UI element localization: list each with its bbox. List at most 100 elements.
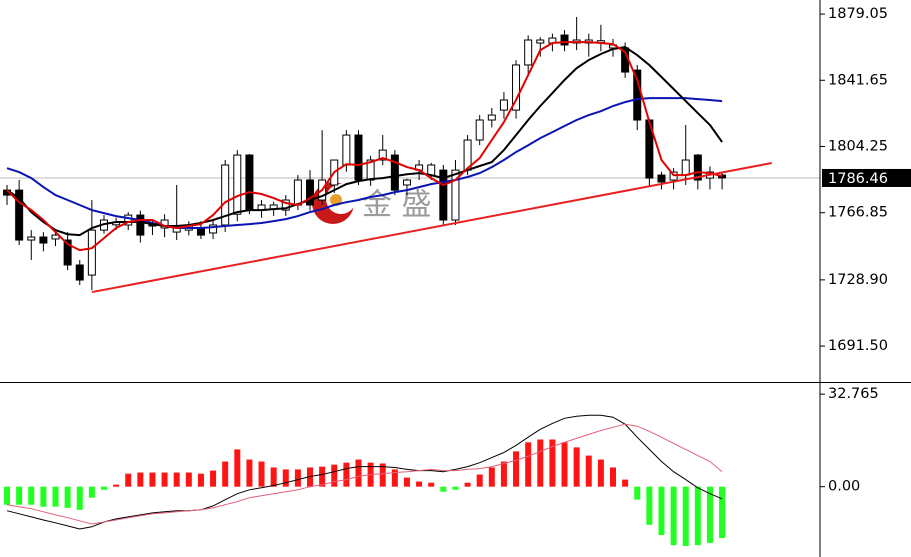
histogram-bar	[161, 472, 168, 487]
y-tick-label: 1879.05	[828, 6, 888, 22]
indicator-line	[6, 423, 723, 525]
candle-body	[39, 236, 48, 244]
histogram-bar	[694, 486, 701, 546]
histogram-bar	[331, 464, 338, 487]
histogram-bar	[561, 442, 568, 487]
histogram-bar	[270, 467, 277, 487]
candle-body	[427, 164, 436, 176]
indicator-line	[6, 414, 723, 530]
histogram-bar	[391, 469, 398, 487]
candle-body	[402, 179, 411, 186]
histogram-bar	[173, 472, 180, 487]
candle-body	[524, 39, 533, 66]
histogram-bar	[464, 482, 471, 487]
candle-body	[475, 119, 484, 141]
candle-body	[209, 224, 218, 234]
candle-body	[196, 227, 205, 236]
histogram-bar	[16, 486, 23, 505]
histogram-bar	[585, 455, 592, 487]
candle-body	[281, 199, 290, 211]
histogram-bar	[525, 442, 532, 487]
histogram-bar	[294, 469, 301, 487]
histogram-bar	[440, 486, 447, 492]
histogram-bar	[549, 439, 556, 487]
candle-body	[87, 229, 96, 276]
histogram-bar	[185, 472, 192, 487]
indicator-line	[6, 41, 723, 252]
candle-body	[245, 154, 254, 211]
trend-line	[91, 162, 772, 294]
histogram-bar	[428, 482, 435, 487]
candle-body	[51, 234, 60, 240]
histogram-bar	[210, 470, 217, 487]
candle-body	[487, 114, 496, 121]
watermark: 金 盛	[362, 188, 432, 223]
histogram-bar	[125, 473, 132, 487]
histogram-bar	[379, 463, 386, 487]
histogram-bar	[682, 486, 689, 546]
histogram-bar	[706, 486, 713, 543]
candle-body	[693, 154, 702, 181]
candle-body	[657, 174, 666, 183]
last-price-box	[822, 168, 911, 187]
candle-body	[75, 264, 84, 281]
y-tick-label: 1691.50	[828, 338, 888, 354]
candle-body	[306, 179, 315, 206]
histogram-bar	[513, 451, 520, 487]
histogram-bar	[343, 462, 350, 487]
candle-body	[681, 159, 690, 176]
candle-body	[390, 154, 399, 191]
histogram-bar	[573, 447, 580, 487]
histogram-bar	[670, 486, 677, 546]
candle-body	[124, 214, 133, 226]
y-tick-label: 1804.25	[828, 138, 888, 154]
candle-body	[15, 189, 24, 241]
histogram-bar	[646, 486, 653, 525]
candle-body	[451, 169, 460, 221]
plot-area	[0, 16, 820, 546]
histogram-bar	[500, 461, 507, 487]
histogram-bar	[452, 486, 459, 490]
histogram-bar	[113, 484, 120, 487]
candle-body	[536, 39, 545, 44]
y-tick-label: 1728.90	[828, 272, 888, 288]
candle-body	[221, 164, 230, 226]
y-tick-label: 32.765	[828, 386, 879, 402]
histogram-bar	[476, 474, 483, 487]
histogram-bar	[52, 486, 59, 507]
histogram-bar	[258, 461, 265, 487]
candle-body	[378, 149, 387, 161]
candle-body	[499, 99, 508, 111]
candle-body	[439, 169, 448, 221]
histogram-bar	[4, 486, 11, 505]
histogram-bar	[76, 486, 83, 510]
last-price-label: 1786.46	[828, 171, 888, 187]
candle-body	[233, 154, 242, 215]
candle-body	[293, 179, 302, 206]
histogram-bar	[597, 459, 604, 487]
histogram-bar	[622, 479, 629, 487]
histogram-bar	[719, 486, 726, 539]
histogram-bar	[137, 472, 144, 487]
histogram-bar	[537, 439, 544, 487]
candle-body	[136, 214, 145, 236]
histogram-bar	[40, 486, 47, 507]
histogram-bar	[246, 459, 253, 487]
histogram-bar	[403, 477, 410, 487]
histogram-bar	[355, 459, 362, 487]
histogram-bar	[100, 486, 107, 490]
histogram-bar	[64, 486, 71, 508]
y-tick-label: 1841.65	[828, 72, 888, 88]
indicator-line	[6, 97, 723, 229]
histogram-bar	[319, 466, 326, 487]
candle-body	[63, 239, 72, 266]
histogram-bar	[149, 472, 156, 487]
histogram-bar	[634, 486, 641, 500]
histogram-bar	[234, 449, 241, 487]
candle-body	[342, 134, 351, 166]
histogram-bar	[610, 467, 617, 487]
histogram-bar	[416, 481, 423, 487]
candle-body	[27, 236, 36, 241]
candle-body	[354, 134, 363, 181]
